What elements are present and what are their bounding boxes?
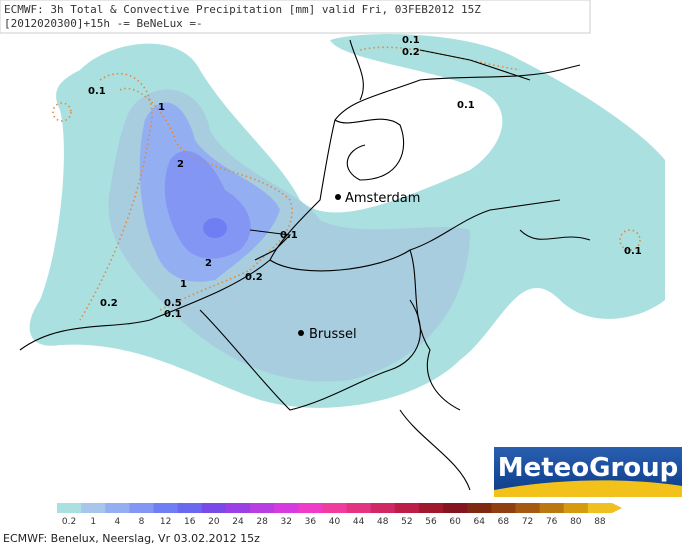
legend-label: 12 (160, 517, 171, 527)
legend-swatch (515, 503, 541, 513)
legend-label: 56 (425, 517, 437, 527)
city-dot (298, 330, 304, 336)
city-label: Amsterdam (345, 191, 420, 206)
legend-label: 24 (232, 517, 244, 527)
contour-label: 1 (158, 102, 165, 113)
legend-label: 64 (474, 517, 486, 527)
legend-label: 60 (449, 517, 461, 527)
legend-swatch (81, 503, 106, 513)
contour-label: 0.1 (624, 246, 642, 257)
contour-label: 0.1 (402, 35, 420, 46)
legend-label: 48 (377, 517, 389, 527)
legend-label: 44 (353, 517, 365, 527)
legend: 0.2 1 4 8 12 16 20 24 28 32 36 40 44 48 52 56 60 64 68 72 76… (57, 503, 622, 527)
legend-label: 0.2 (62, 517, 76, 527)
legend-label: 80 (570, 517, 582, 527)
contour-label: 0.1 (88, 86, 106, 97)
legend-swatch (443, 503, 468, 513)
legend-label: 68 (498, 517, 510, 527)
legend-swatch (250, 503, 275, 513)
header-line: ECMWF: 3h Total & Convective Precipitati… (4, 3, 481, 16)
city-dot (335, 194, 341, 200)
contour-label: 0.2 (245, 272, 263, 283)
footer: ECMWF: Benelux, Neerslag, Vr 03.02.2012 … (3, 532, 260, 545)
legend-swatch (346, 503, 372, 513)
legend-swatch (394, 503, 420, 513)
contour-label: 0.2 (402, 47, 420, 58)
legend-swatch (298, 503, 323, 513)
legend-label: 76 (546, 517, 558, 527)
legend-label: 4 (114, 517, 120, 527)
contour-label: 0.1 (457, 100, 475, 111)
legend-swatch (539, 503, 565, 513)
legend-swatch (322, 503, 348, 513)
legend-swatch (57, 503, 82, 513)
legend-label: 20 (208, 517, 220, 527)
legend-label: 52 (401, 517, 412, 527)
logo-swoosh (494, 480, 682, 497)
legend-swatch (225, 503, 251, 513)
contour-label: 2 (177, 159, 184, 170)
legend-label: 32 (281, 517, 292, 527)
legend-label: 36 (305, 517, 317, 527)
legend-swatch (177, 503, 203, 513)
legend-swatch (370, 503, 396, 513)
legend-swatch (467, 503, 492, 513)
legend-label: 16 (184, 517, 196, 527)
legend-swatch (274, 503, 299, 513)
legend-swatch (153, 503, 179, 513)
logo-text: MeteoGroup (498, 453, 679, 483)
city-label: Brussel (309, 327, 357, 342)
legend-label: 40 (329, 517, 341, 527)
coastline (19, 39, 591, 491)
legend-swatch (129, 503, 155, 513)
legend-label: 1 (90, 517, 96, 527)
header-box (0, 0, 591, 34)
contour-labels: 0.1 0.1 0.2 0.1 1 2 2 1 0.1 0.2 0.2 0.5 … (88, 35, 642, 320)
legend-label: 72 (522, 517, 533, 527)
legend-swatch (418, 503, 444, 513)
legend-swatch (201, 503, 227, 513)
contour-label: 0.5 (164, 298, 182, 309)
legend-swatch (105, 503, 130, 513)
legend-swatch (563, 503, 589, 513)
contour-label: 1 (180, 279, 187, 290)
legend-label: 8 (139, 517, 145, 527)
contour-label: 0.2 (100, 298, 118, 309)
header-line: [2012020300]+15h -= BeNeLux =- (4, 17, 203, 30)
contour-label: 0.1 (164, 309, 182, 320)
contour-label: 0.1 (280, 230, 298, 241)
contour-label: 2 (205, 258, 212, 269)
legend-swatch (587, 503, 622, 513)
legend-label: 28 (256, 517, 268, 527)
legend-swatch (491, 503, 516, 513)
legend-label: 88 (594, 517, 606, 527)
